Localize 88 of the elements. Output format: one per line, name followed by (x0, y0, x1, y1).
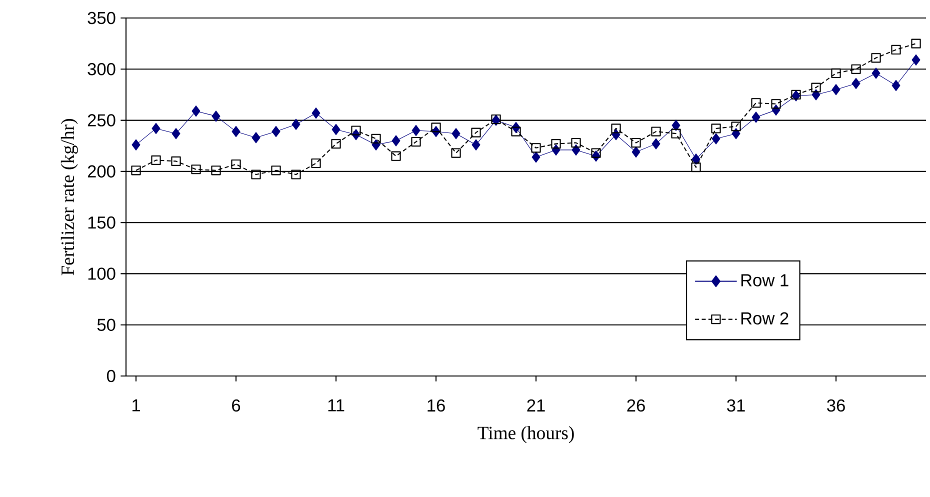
point (871, 53, 881, 63)
point (872, 68, 880, 79)
point (812, 89, 820, 100)
point (712, 133, 720, 144)
point (771, 99, 781, 109)
x-tick-label: 26 (627, 399, 645, 412)
point (912, 54, 920, 66)
point (672, 120, 680, 132)
point (532, 152, 540, 163)
legend-label: Row 2 (741, 312, 788, 324)
x-tick-label: 36 (827, 399, 845, 412)
point (852, 78, 860, 90)
point (751, 98, 761, 108)
y-tick-label: 100 (88, 268, 116, 280)
point (351, 126, 361, 136)
point (411, 136, 421, 147)
point (851, 64, 861, 74)
point (692, 154, 700, 165)
point (391, 151, 401, 161)
point (291, 170, 301, 180)
point (131, 166, 141, 176)
point (911, 38, 921, 48)
point (371, 134, 381, 144)
point (212, 110, 220, 122)
point (271, 166, 281, 176)
point (171, 156, 181, 166)
point (732, 128, 740, 140)
x-tick-label: 16 (428, 399, 445, 412)
y-tick-label: 200 (88, 165, 116, 178)
point (211, 166, 221, 176)
point (752, 112, 760, 123)
point (231, 159, 241, 170)
point (332, 124, 340, 136)
point (691, 162, 701, 172)
point (671, 128, 681, 138)
point (431, 122, 441, 132)
x-tick-label: 21 (527, 399, 545, 412)
point (511, 126, 521, 136)
point (392, 135, 400, 146)
point (272, 126, 280, 138)
legend-label: Row 1 (741, 274, 788, 286)
point (412, 124, 420, 136)
point (192, 105, 200, 117)
point (132, 139, 140, 150)
point (152, 122, 160, 134)
point (252, 132, 260, 144)
y-tick-label: 250 (88, 114, 116, 126)
point (892, 80, 900, 92)
point (591, 148, 601, 158)
point (151, 155, 161, 165)
y-tick-label: 150 (88, 216, 116, 229)
point (551, 139, 561, 149)
point (731, 122, 741, 132)
point (652, 138, 660, 150)
point (471, 128, 481, 138)
point (312, 108, 320, 119)
point (311, 158, 321, 168)
x-axis-title: Time (hours) (478, 426, 574, 444)
y-tick-label: 300 (88, 63, 116, 76)
point (531, 143, 541, 153)
point (571, 138, 581, 148)
point (232, 126, 240, 138)
point (452, 128, 460, 140)
point (472, 139, 480, 150)
y-axis-title: Fertilizer rate (kg/hr) (60, 119, 78, 276)
point (572, 144, 580, 156)
point (172, 128, 180, 140)
point (251, 170, 261, 180)
x-tick-label: 11 (328, 399, 344, 412)
x-tick-label: 1 (132, 399, 140, 412)
point (631, 138, 641, 148)
point (651, 126, 661, 136)
point (811, 82, 821, 92)
y-tick-label: 50 (97, 318, 116, 331)
x-tick-label: 31 (727, 399, 745, 412)
point (292, 118, 300, 130)
point (632, 146, 640, 158)
y-tick-label: 350 (88, 12, 116, 24)
point (331, 139, 341, 149)
point (711, 124, 721, 134)
point (831, 68, 841, 78)
point (191, 164, 201, 174)
point (451, 148, 461, 158)
point (611, 124, 621, 134)
point (832, 84, 840, 96)
x-tick-label: 6 (232, 399, 240, 412)
point (891, 44, 901, 55)
y-tick-label: 0 (106, 370, 116, 382)
